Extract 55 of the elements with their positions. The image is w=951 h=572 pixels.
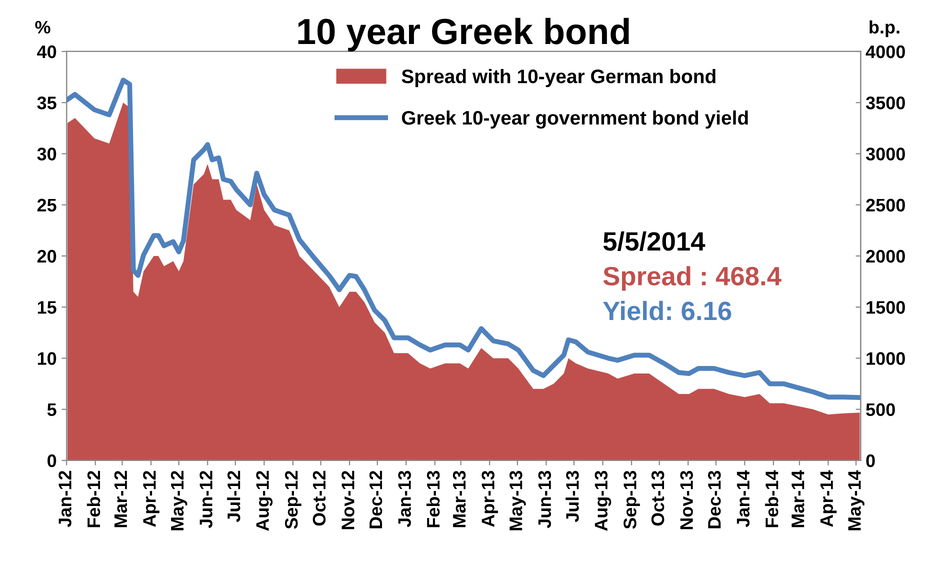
x-tick-label: Nov-13 xyxy=(680,470,693,530)
annotation: Spread : 468.4 xyxy=(603,266,782,291)
legend-label: Spread with 10-year German bond xyxy=(402,68,716,88)
y-tick-label: 20 xyxy=(37,250,56,263)
x-tick-label: Feb-13 xyxy=(426,470,440,528)
x-tick-label: Oct-12 xyxy=(312,470,326,526)
y-tick-label: 35 xyxy=(37,96,56,110)
y-tick-label: 5 xyxy=(47,403,56,416)
x-tick-label: Sep-12 xyxy=(284,470,302,529)
x-tick-label: Mar-12 xyxy=(114,470,128,528)
x-tick-label: May-13 xyxy=(509,470,526,530)
x-tick-label: Jan-13 xyxy=(398,470,411,528)
x-tick-label: Sep-13 xyxy=(624,470,640,529)
x-tick-label: Jun-12 xyxy=(200,470,212,528)
x-tick-label: Mar-14 xyxy=(792,470,804,528)
chart-title: 10 year Greek bond xyxy=(298,18,629,52)
y-tick-label: 15 xyxy=(38,301,56,314)
y2-tick-label: 3500 xyxy=(866,96,905,110)
y2-axis-title: b.p. xyxy=(870,20,900,38)
y-tick-label: 0 xyxy=(48,454,56,468)
annotation: 5/5/2014 xyxy=(603,231,706,252)
x-tick-label: Feb-12 xyxy=(86,470,100,528)
x-tick-label: Oct-13 xyxy=(651,470,664,526)
annotation: Yield: 6.16 xyxy=(603,300,732,320)
y2-tick-label: 4000 xyxy=(866,45,905,58)
x-tick-label: Jan-14 xyxy=(736,470,750,528)
legend-label: Greek 10-year government bond yield xyxy=(402,110,748,129)
x-tick-label: Apr-12 xyxy=(143,470,160,527)
x-tick-label: Dec-12 xyxy=(369,470,382,528)
x-tick-label: Apr-14 xyxy=(820,470,837,527)
y2-tick-label: 1000 xyxy=(866,352,905,365)
y-tick-label: 25 xyxy=(37,198,56,212)
y2-tick-label: 1500 xyxy=(866,301,905,314)
x-tick-label: Apr-13 xyxy=(482,470,498,527)
y-axis-title: % xyxy=(35,20,50,34)
x-tick-label: Aug-12 xyxy=(256,470,273,531)
x-tick-label: Dec-13 xyxy=(708,470,721,528)
y2-tick-label: 2000 xyxy=(866,250,905,263)
x-tick-label: Jan-12 xyxy=(58,470,72,528)
y2-tick-label: 2500 xyxy=(866,198,905,212)
x-tick-label: May-14 xyxy=(848,470,864,530)
x-tick-label: Jun-13 xyxy=(538,470,552,528)
y-tick-label: 10 xyxy=(38,352,56,365)
y2-tick-label: 500 xyxy=(866,403,895,416)
x-tick-label: Mar-13 xyxy=(452,470,466,528)
y-tick-label: 40 xyxy=(37,45,56,58)
x-tick-label: Aug-13 xyxy=(594,470,612,531)
y2-tick-label: 3000 xyxy=(866,148,905,160)
x-tick-label: May-12 xyxy=(170,470,188,530)
y2-tick-label: 0 xyxy=(866,454,875,468)
x-tick-label: Feb-14 xyxy=(765,470,778,528)
x-tick-label: Jul-12 xyxy=(226,470,240,522)
y-tick-label: 30 xyxy=(37,148,56,160)
x-tick-label: Jul-13 xyxy=(566,470,579,522)
x-tick-label: Nov-12 xyxy=(342,470,354,530)
